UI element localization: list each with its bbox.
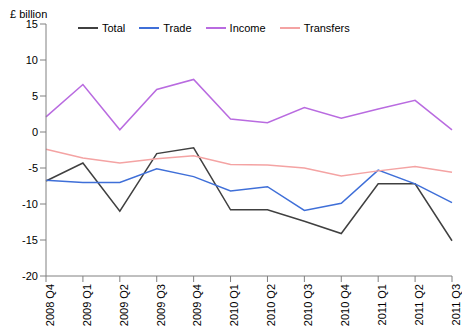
svg-text:5: 5 bbox=[32, 90, 38, 102]
svg-text:2008 Q4: 2008 Q4 bbox=[44, 284, 56, 326]
svg-text:10: 10 bbox=[26, 54, 38, 66]
svg-text:2009 Q4: 2009 Q4 bbox=[191, 284, 203, 326]
html-text:£ billion: £ billion bbox=[10, 8, 48, 20]
svg-text:2011 Q1: 2011 Q1 bbox=[376, 284, 388, 325]
svg-text:2011 Q3: 2011 Q3 bbox=[450, 284, 462, 325]
svg-text:2009 Q2: 2009 Q2 bbox=[118, 284, 130, 326]
svg-text:-10: -10 bbox=[22, 198, 38, 210]
svg-text:0: 0 bbox=[32, 126, 38, 138]
svg-text:-5: -5 bbox=[28, 162, 38, 174]
svg-text:15: 15 bbox=[26, 18, 38, 30]
svg-text:2011 Q2: 2011 Q2 bbox=[413, 284, 425, 325]
svg-text:2010 Q4: 2010 Q4 bbox=[339, 284, 351, 326]
svg-text:2010 Q3: 2010 Q3 bbox=[302, 284, 314, 326]
svg-text:-20: -20 bbox=[22, 270, 38, 282]
html-text:Transfers: Transfers bbox=[303, 22, 350, 34]
svg-text:2009 Q1: 2009 Q1 bbox=[81, 284, 93, 326]
html-text:Trade: Trade bbox=[163, 22, 192, 34]
svg-text:2010 Q2: 2010 Q2 bbox=[265, 284, 277, 326]
html-text:Income: Income bbox=[229, 22, 266, 34]
svg-text:2010 Q1: 2010 Q1 bbox=[228, 284, 240, 326]
svg-text:-15: -15 bbox=[22, 234, 38, 246]
html-text:Total: Total bbox=[102, 22, 126, 34]
svg-text:2009 Q3: 2009 Q3 bbox=[155, 284, 167, 326]
